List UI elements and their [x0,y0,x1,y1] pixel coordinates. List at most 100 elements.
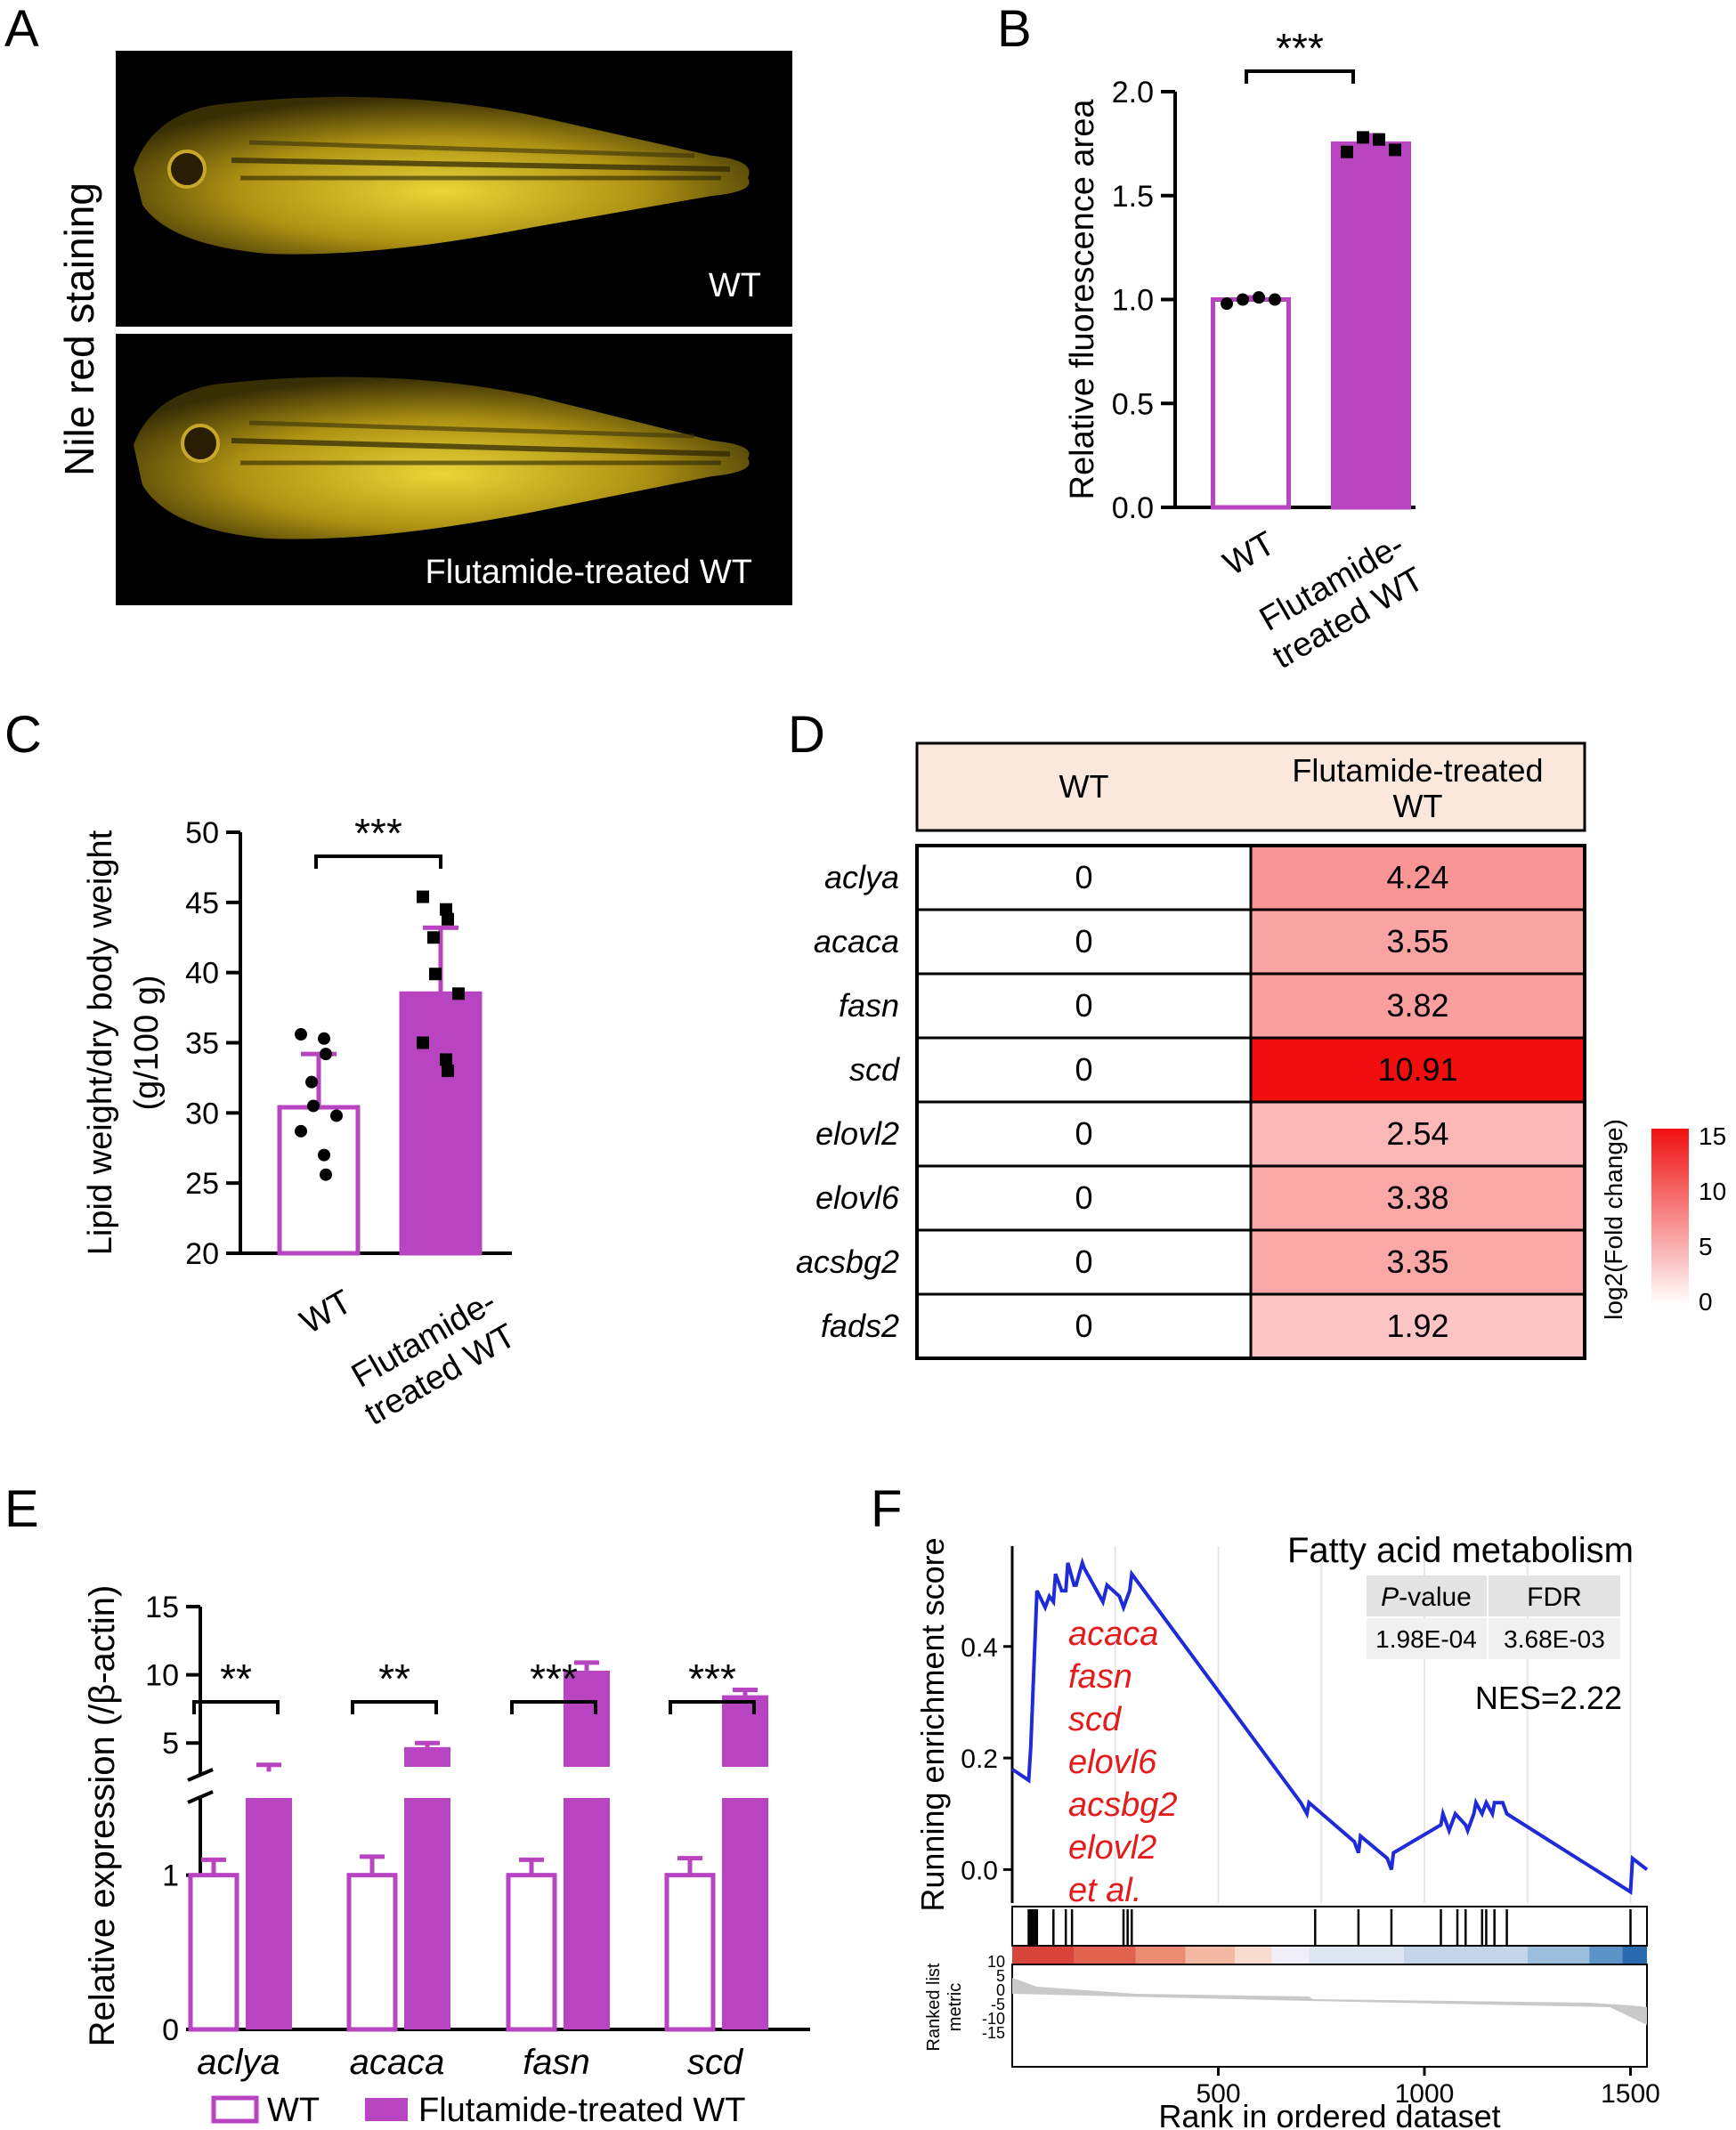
c-point [417,1037,429,1049]
c-sig-bracket [316,856,441,869]
d-colorbar-label: log2(Fold change) [1600,1119,1627,1320]
b-point [1237,294,1249,306]
d-value-flut: 3.55 [1386,923,1448,960]
d-colorbar-tick: 10 [1699,1178,1726,1205]
d-colorbar-tick: 15 [1699,1122,1726,1150]
e-ytick-label: 10 [145,1659,179,1693]
panel-c-chart: 20 25 30 35 40 45 50 *** Lipid weight/dry body w… [82,810,523,1433]
c-point [318,1149,330,1162]
e-bar-wt [508,1875,555,2029]
f-rank-color-segment [1012,1947,1074,1964]
c-ytick-label: 30 [185,1097,219,1130]
c-point [305,1076,318,1089]
e-ytick-label: 15 [145,1591,179,1624]
b-sig-label: *** [1276,25,1324,71]
b-ytick-label: 0.5 [1112,387,1154,421]
b-xlabel-0: WT [1217,524,1281,583]
e-bar-wt [349,1875,395,2029]
c-ylabel: Lipid weight/dry body weight (g/100 g) [82,830,166,1255]
f-gene-label: acaca [1068,1616,1158,1653]
d-row-label: acaca [814,923,899,960]
e-bar-wt [667,1875,713,2029]
e-ytick-label: 0 [162,2013,179,2047]
b-sig-bracket [1246,71,1353,84]
c-sig-label: *** [354,810,402,856]
b-point [1253,291,1265,304]
f-ytick-label: 0.0 [961,1856,998,1885]
d-colorbar [1651,1129,1689,1305]
f-rank-color-segment [1185,1947,1235,1964]
b-bar-0 [1213,300,1289,508]
f-stats-header-p: P-value [1381,1583,1472,1612]
e-legend-swatch-wt [214,2098,256,2121]
d-value-flut: 3.82 [1386,987,1448,1024]
f-gene-label: fasn [1068,1658,1132,1696]
d-value-wt: 0 [1075,1115,1092,1152]
d-row-label: elovl6 [815,1179,900,1216]
d-value-wt: 0 [1075,1179,1092,1216]
f-xlabel: Rank in ordered dataset [1158,2098,1500,2130]
f-rank-color-segment [1272,1947,1310,1964]
c-point [307,1099,320,1112]
panel-b-letter: B [997,0,1032,58]
c-ytick-label: 25 [185,1167,219,1201]
f-nes: NES=2.22 [1475,1680,1622,1716]
e-sig-bracket [194,1702,278,1714]
e-ylabel: Relative expression (/β-actin) [83,1585,122,2047]
panel-a-ylabel: Nile red staining [56,182,102,476]
c-ytick-label: 20 [185,1237,219,1271]
c-point [330,1109,343,1122]
e-sig-label: *** [688,1656,736,1702]
c-point [440,1053,452,1065]
b-point [1221,297,1233,310]
c-ytick-label: 35 [185,1027,219,1061]
panel-e-letter: E [4,1480,39,1538]
b-ytick-label: 1.0 [1112,284,1154,318]
b-point [1341,146,1353,158]
panel-e-chart: 0151015**aclya**acaca***fasn***scdRelati… [83,1585,810,2129]
e-bar-flut-lower [564,1798,610,2029]
e-legend-label-wt: WT [267,2092,320,2129]
e-xlabel: aclya [197,2043,280,2082]
e-xlabel: scd [687,2043,744,2082]
d-value-wt: 0 [1075,859,1092,895]
f-xtick-label: 1500 [1601,2079,1660,2109]
c-ytick-label: 40 [185,957,219,991]
d-value-flut: 3.35 [1386,1243,1448,1280]
c-point [295,1028,307,1041]
f-rank-color-segment [1622,1947,1647,1964]
e-xlabel: acaca [350,2043,445,2082]
c-bar-0 [280,1107,358,1253]
f-gene-label: elovl2 [1068,1829,1156,1867]
panel-a-letter: A [4,0,39,58]
c-point [442,1065,454,1077]
f-gene-label: scd [1068,1701,1123,1738]
panel-d-letter: D [788,706,825,764]
b-ylabel: Relative fluorescence area [1064,99,1101,500]
b-ytick-label: 1.5 [1112,180,1154,214]
b-ytick-label: 0.0 [1112,491,1154,525]
f-title: Fatty acid metabolism [1287,1531,1634,1570]
e-ytick-label: 1 [162,1859,179,1893]
f-rank-color-segment [1136,1947,1186,1964]
b-point [1373,134,1385,146]
panel-b-chart: 0.00.51.01.52.0***Relative fluorescence … [1064,25,1431,676]
f-rank-color-segment [1404,1947,1528,1964]
b-point [1269,294,1281,306]
e-bar-flut-lower [722,1798,768,2029]
e-bar-flut-upper [404,1747,450,1767]
f-gene-label: elovl6 [1068,1744,1157,1781]
d-value-flut: 1.92 [1386,1308,1448,1344]
figure-canvas: A Nile red staining WT Flutamide-treated… [0,0,1736,2130]
e-legend-swatch-flut [365,2098,408,2121]
d-row-label: fasn [839,987,899,1024]
d-value-flut: 3.38 [1386,1179,1448,1216]
c-xlabel-0: WT [294,1283,358,1341]
e-sig-label: *** [530,1656,578,1702]
c-point [318,1033,330,1045]
e-bar-wt [191,1875,237,2029]
f-stats-header-fdr: FDR [1527,1583,1582,1612]
d-row-label: elovl2 [815,1115,899,1152]
d-row-label: fads2 [821,1308,899,1344]
e-sig-label: ** [220,1656,252,1702]
